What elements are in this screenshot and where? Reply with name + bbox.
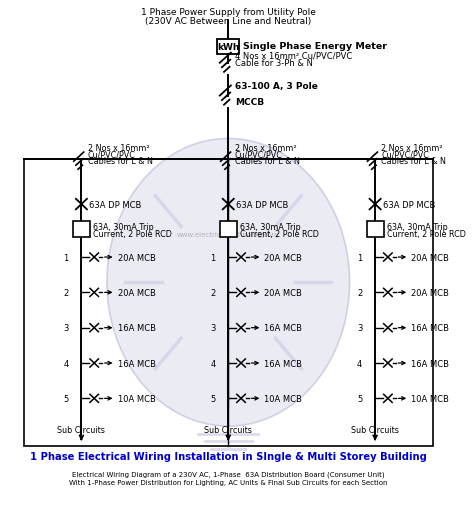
Text: 63-100 A, 3 Pole: 63-100 A, 3 Pole bbox=[235, 81, 318, 90]
Text: Cables for L & N: Cables for L & N bbox=[382, 157, 447, 165]
Text: 2 Nos x 16mm²: 2 Nos x 16mm² bbox=[382, 144, 443, 153]
Text: 3: 3 bbox=[64, 324, 69, 332]
Text: 20A MCB: 20A MCB bbox=[264, 288, 302, 297]
Bar bbox=[220, 222, 237, 238]
Text: Cu/PVC/PVC: Cu/PVC/PVC bbox=[88, 150, 136, 159]
Text: Cable for 3-Ph & N: Cable for 3-Ph & N bbox=[235, 59, 312, 68]
Text: MCCB: MCCB bbox=[235, 97, 264, 107]
Text: 16A MCB: 16A MCB bbox=[411, 359, 449, 368]
Text: Single Phase Energy Meter: Single Phase Energy Meter bbox=[243, 41, 387, 51]
Text: Sub Circuits: Sub Circuits bbox=[351, 425, 399, 434]
Text: 5: 5 bbox=[64, 394, 69, 403]
Text: 2: 2 bbox=[210, 288, 216, 297]
Text: 1 Phase Electrical Wiring Installation in SIngle & Multi Storey Building: 1 Phase Electrical Wiring Installation i… bbox=[30, 451, 427, 462]
Text: 4: 4 bbox=[210, 359, 216, 368]
Text: Current, 2 Pole RCD: Current, 2 Pole RCD bbox=[240, 229, 319, 238]
Text: 63A, 30mA Trip: 63A, 30mA Trip bbox=[93, 222, 154, 231]
Bar bbox=[73, 222, 90, 238]
Text: 10A MCB: 10A MCB bbox=[264, 394, 302, 403]
Text: Cables for L & N: Cables for L & N bbox=[235, 157, 300, 165]
Text: 1: 1 bbox=[357, 253, 362, 262]
Text: 63A DP MCB: 63A DP MCB bbox=[236, 200, 288, 209]
Text: 16A MCB: 16A MCB bbox=[411, 324, 449, 332]
Text: www.electricaltechnology.org: www.electricaltechnology.org bbox=[177, 232, 280, 238]
Text: 2 Nos x 16mm²: 2 Nos x 16mm² bbox=[88, 144, 149, 153]
Text: 4: 4 bbox=[357, 359, 362, 368]
Text: 3: 3 bbox=[357, 324, 362, 332]
Text: 3: 3 bbox=[210, 324, 216, 332]
Text: kWh: kWh bbox=[217, 42, 239, 52]
Bar bbox=[217, 39, 239, 55]
Text: 10A MCB: 10A MCB bbox=[411, 394, 449, 403]
Text: Sub Circuits: Sub Circuits bbox=[57, 425, 105, 434]
Text: 4: 4 bbox=[64, 359, 69, 368]
Text: 5: 5 bbox=[210, 394, 216, 403]
Text: Cu/PVC/PVC: Cu/PVC/PVC bbox=[235, 150, 283, 159]
Text: 20A MCB: 20A MCB bbox=[411, 253, 449, 262]
Text: 20A MCB: 20A MCB bbox=[411, 288, 449, 297]
Text: 63A, 30mA Trip: 63A, 30mA Trip bbox=[387, 222, 448, 231]
Text: 16A MCB: 16A MCB bbox=[118, 359, 155, 368]
Text: 16A MCB: 16A MCB bbox=[264, 324, 302, 332]
Text: 20A MCB: 20A MCB bbox=[118, 288, 155, 297]
Text: With 1-Phase Power Distribution for Lighting, AC Units & Final Sub Circuits for : With 1-Phase Power Distribution for Ligh… bbox=[69, 479, 388, 485]
Text: 1: 1 bbox=[64, 253, 69, 262]
Text: 63A, 30mA Trip: 63A, 30mA Trip bbox=[240, 222, 301, 231]
Text: 2: 2 bbox=[64, 288, 69, 297]
Text: 10A MCB: 10A MCB bbox=[118, 394, 155, 403]
Text: Current, 2 Pole RCD: Current, 2 Pole RCD bbox=[93, 229, 172, 238]
Text: Cables for L & N: Cables for L & N bbox=[88, 157, 153, 165]
Text: 1: 1 bbox=[210, 253, 216, 262]
Text: 4 Nos x 16mm² Cu/PVC/PVC: 4 Nos x 16mm² Cu/PVC/PVC bbox=[235, 52, 352, 61]
Polygon shape bbox=[107, 139, 349, 426]
Text: Cu/PVC/PVC: Cu/PVC/PVC bbox=[382, 150, 429, 159]
Bar bbox=[366, 222, 383, 238]
Text: 63A DP MCB: 63A DP MCB bbox=[89, 200, 141, 209]
Text: 16A MCB: 16A MCB bbox=[264, 359, 302, 368]
Text: 16A MCB: 16A MCB bbox=[118, 324, 155, 332]
Text: (230V AC Between Line and Neutral): (230V AC Between Line and Neutral) bbox=[145, 17, 311, 26]
Text: Sub Circuits: Sub Circuits bbox=[204, 425, 252, 434]
Text: Electrical Wiring Diagram of a 230V AC, 1-Phase  63A Distribution Board (Consume: Electrical Wiring Diagram of a 230V AC, … bbox=[72, 471, 384, 477]
Text: 20A MCB: 20A MCB bbox=[118, 253, 155, 262]
Text: 20A MCB: 20A MCB bbox=[264, 253, 302, 262]
Bar bbox=[24, 160, 433, 446]
Text: Current, 2 Pole RCD: Current, 2 Pole RCD bbox=[387, 229, 466, 238]
Text: 2: 2 bbox=[357, 288, 362, 297]
Text: 2 Nos x 16mm²: 2 Nos x 16mm² bbox=[235, 144, 296, 153]
Text: 63A DP MCB: 63A DP MCB bbox=[383, 200, 435, 209]
Text: 5: 5 bbox=[357, 394, 362, 403]
Text: 1 Phase Power Supply from Utility Pole: 1 Phase Power Supply from Utility Pole bbox=[141, 8, 316, 17]
